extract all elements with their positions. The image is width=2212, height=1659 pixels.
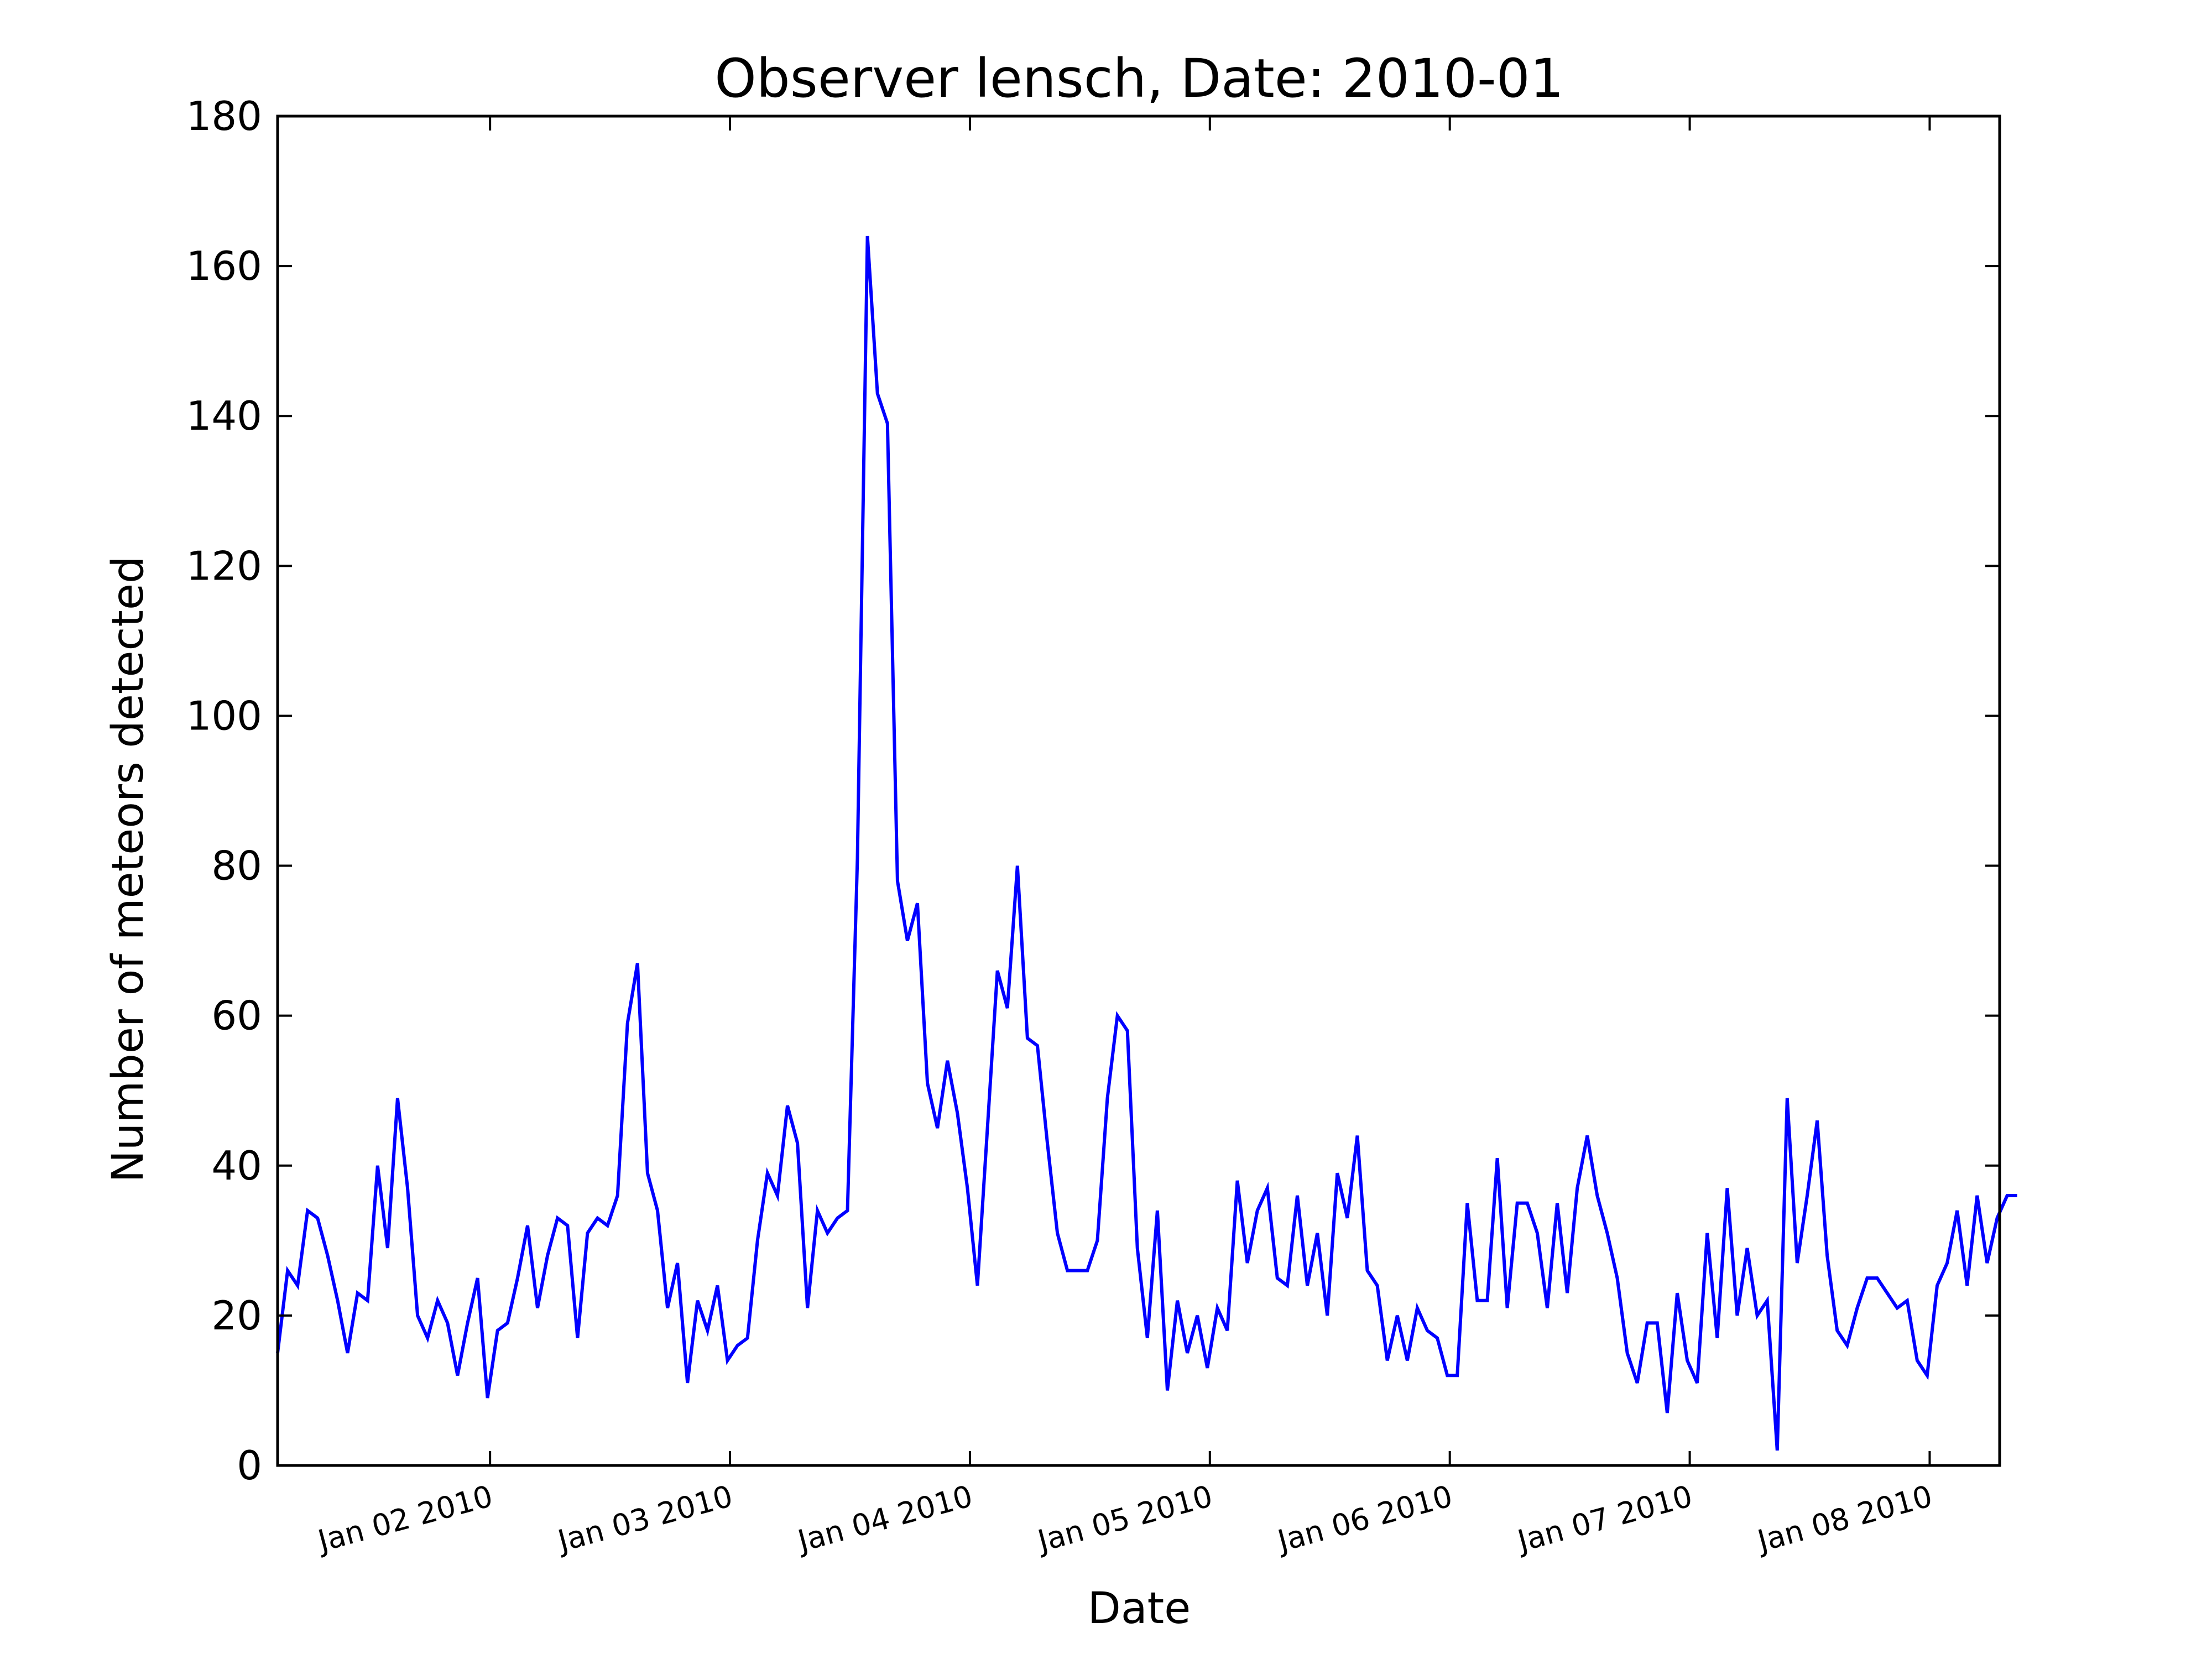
x-tick-label: Jan 04 2010 <box>792 1479 976 1559</box>
y-tick-label: 180 <box>186 93 262 139</box>
y-axis: 0 20 40 60 80 100 120 140 160 180 <box>186 93 2000 1489</box>
x-tick-label: Jan 05 2010 <box>1032 1479 1216 1559</box>
y-tick-label: 20 <box>211 1292 262 1339</box>
x-axis: Jan 02 2010 Jan 03 2010 Jan 04 2010 Jan 05 … <box>313 116 1936 1559</box>
y-tick-label: 60 <box>211 993 262 1039</box>
plot-area <box>276 114 2017 1467</box>
x-tick-label: Jan 08 2010 <box>1752 1479 1936 1559</box>
y-axis-label: Number of meteors detected <box>103 556 153 1183</box>
chart-title: Observer lensch, Date: 2010-01 <box>714 48 1564 109</box>
y-tick-label: 100 <box>186 692 262 739</box>
y-tick-label: 0 <box>237 1442 262 1489</box>
y-tick-label: 160 <box>186 243 262 289</box>
x-axis-label: Date <box>1088 1584 1191 1634</box>
y-tick-label: 80 <box>211 843 262 889</box>
x-tick-label: Jan 02 2010 <box>313 1479 497 1559</box>
y-tick-label: 40 <box>211 1142 262 1189</box>
series-line <box>276 236 2017 1451</box>
x-tick-label: Jan 07 2010 <box>1512 1479 1696 1559</box>
x-tick-label: Jan 06 2010 <box>1272 1479 1456 1559</box>
x-tick-label: Jan 03 2010 <box>553 1479 737 1559</box>
y-tick-label: 140 <box>186 393 262 439</box>
y-tick-label: 120 <box>186 542 262 589</box>
plot-frame <box>276 114 2001 1467</box>
